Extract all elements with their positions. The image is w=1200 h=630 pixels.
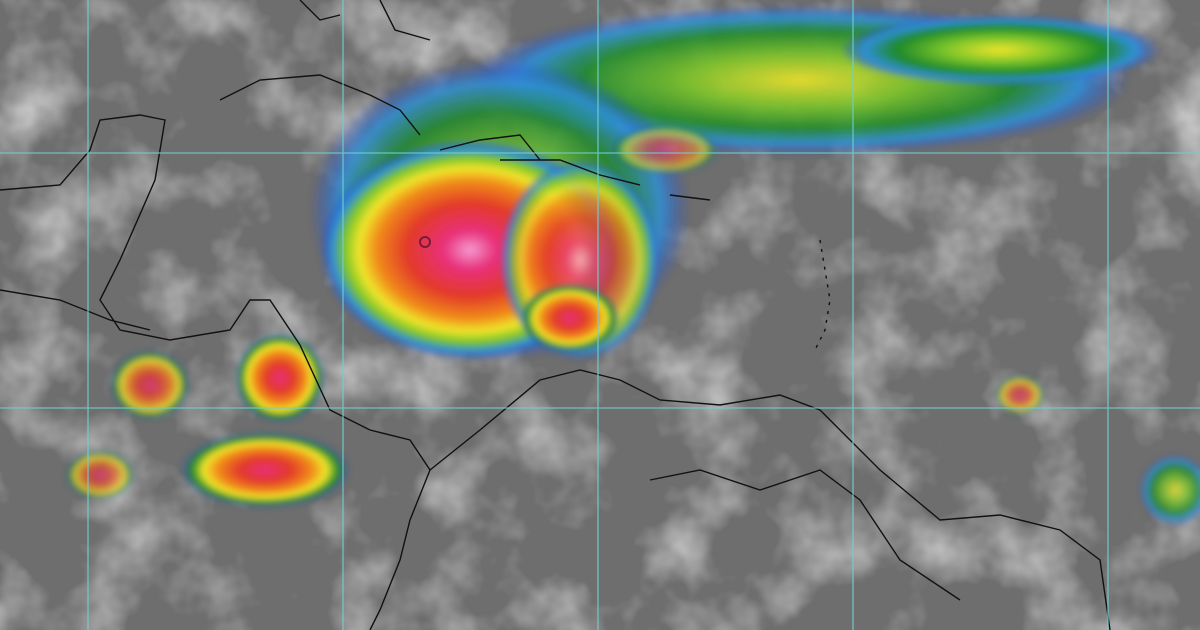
hispaniola-coastline — [500, 159, 641, 186]
convective-cell-atlantic — [995, 375, 1045, 415]
cuba-coastline — [219, 74, 421, 136]
convective-cell-central-america — [235, 333, 325, 423]
south-america-coastline — [429, 369, 1111, 630]
coastlines — [0, 0, 1111, 630]
southern-convective-cell — [520, 283, 620, 353]
central-america-coastline — [0, 114, 431, 630]
hurricane-eye — [419, 236, 431, 248]
country-borders — [649, 469, 961, 601]
northern-rainband-east — [840, 15, 1160, 85]
border-line — [0, 289, 151, 331]
storm-bands — [65, 5, 1200, 525]
puerto-rico-coastline — [669, 194, 711, 201]
convective-cell-southwest — [65, 450, 135, 500]
bahamas-florida-coastline — [299, 0, 431, 41]
convective-cell-north — [610, 125, 720, 175]
convective-cell-west — [110, 350, 190, 420]
convective-cell-south — [180, 432, 350, 508]
convective-cell-east — [1140, 455, 1200, 525]
lesser-antilles — [814, 239, 831, 351]
jamaica-coastline — [439, 134, 541, 161]
